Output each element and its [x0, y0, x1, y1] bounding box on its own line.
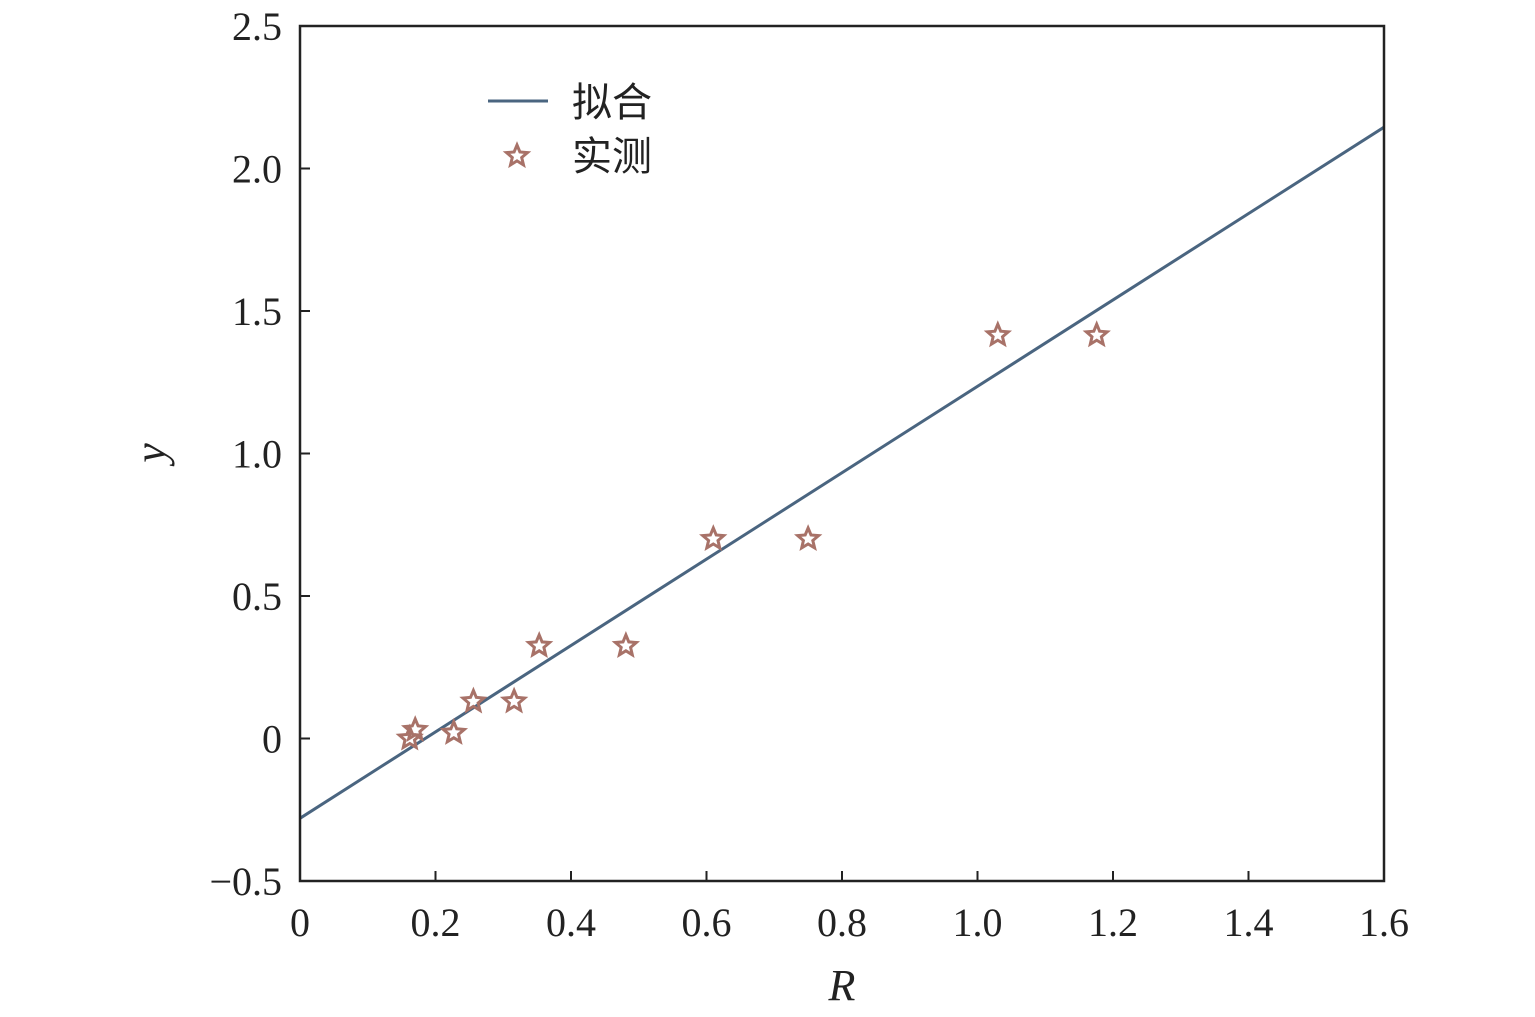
measured-point	[983, 320, 1013, 348]
legend-label-fit: 拟合	[572, 80, 652, 126]
y-tick-label: 1.0	[232, 432, 282, 477]
legend-star-marker	[502, 141, 532, 169]
y-tick-label: 2.0	[232, 147, 282, 192]
x-axis-label: R	[828, 961, 856, 1010]
y-tick-label: 2.5	[232, 4, 282, 49]
legend-label-measured: 实测	[572, 134, 652, 180]
x-tick-label: 0.4	[546, 900, 596, 945]
measured-point	[499, 686, 529, 714]
y-tick-label: 0	[262, 717, 282, 762]
y-tick-label: −0.5	[209, 859, 282, 904]
x-tick-label: 0.2	[411, 900, 461, 945]
plot-frame	[298, 24, 1386, 883]
x-tick-label: 0.6	[682, 900, 732, 945]
fit-line	[299, 125, 1385, 820]
x-tick-label: 1.6	[1359, 900, 1409, 945]
x-tick-label: 0.8	[817, 900, 867, 945]
legend: 拟合 实测	[488, 80, 652, 180]
x-tick-label: 1.2	[1088, 900, 1138, 945]
measured-point	[699, 524, 728, 552]
measured-point	[793, 524, 823, 552]
x-tick-label: 0	[290, 900, 310, 945]
measured-point	[611, 630, 641, 658]
x-tick-label: 1.0	[953, 900, 1003, 945]
measured-point	[400, 715, 430, 742]
measured-point	[439, 717, 469, 745]
measured-point	[459, 686, 488, 714]
y-axis-label: y	[126, 443, 175, 467]
y-tick-label: 1.5	[232, 289, 282, 334]
measured-point	[524, 631, 554, 658]
x-tick-label: 1.4	[1224, 900, 1274, 945]
measured-point	[1082, 320, 1111, 348]
y-tick-label: 0.5	[232, 574, 282, 619]
